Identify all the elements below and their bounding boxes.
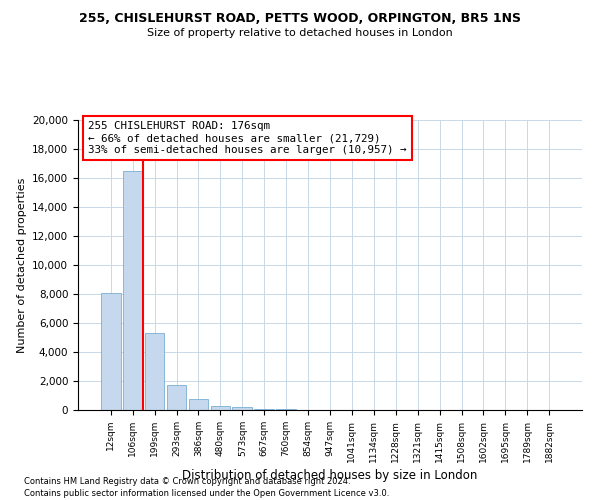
Bar xyxy=(211,406,230,410)
Bar xyxy=(123,171,143,410)
Bar xyxy=(188,399,208,410)
Text: Contains public sector information licensed under the Open Government Licence v3: Contains public sector information licen… xyxy=(24,489,389,498)
Bar xyxy=(254,408,274,410)
Bar xyxy=(145,333,164,410)
Y-axis label: Number of detached properties: Number of detached properties xyxy=(17,178,26,352)
Text: 255, CHISLEHURST ROAD, PETTS WOOD, ORPINGTON, BR5 1NS: 255, CHISLEHURST ROAD, PETTS WOOD, ORPIN… xyxy=(79,12,521,26)
Bar xyxy=(232,406,252,410)
Bar xyxy=(276,409,296,410)
Bar xyxy=(167,384,187,410)
Text: Contains HM Land Registry data © Crown copyright and database right 2024.: Contains HM Land Registry data © Crown c… xyxy=(24,478,350,486)
Text: 255 CHISLEHURST ROAD: 176sqm
← 66% of detached houses are smaller (21,729)
33% o: 255 CHISLEHURST ROAD: 176sqm ← 66% of de… xyxy=(88,122,407,154)
X-axis label: Distribution of detached houses by size in London: Distribution of detached houses by size … xyxy=(182,469,478,482)
Bar xyxy=(101,292,121,410)
Text: Size of property relative to detached houses in London: Size of property relative to detached ho… xyxy=(147,28,453,38)
